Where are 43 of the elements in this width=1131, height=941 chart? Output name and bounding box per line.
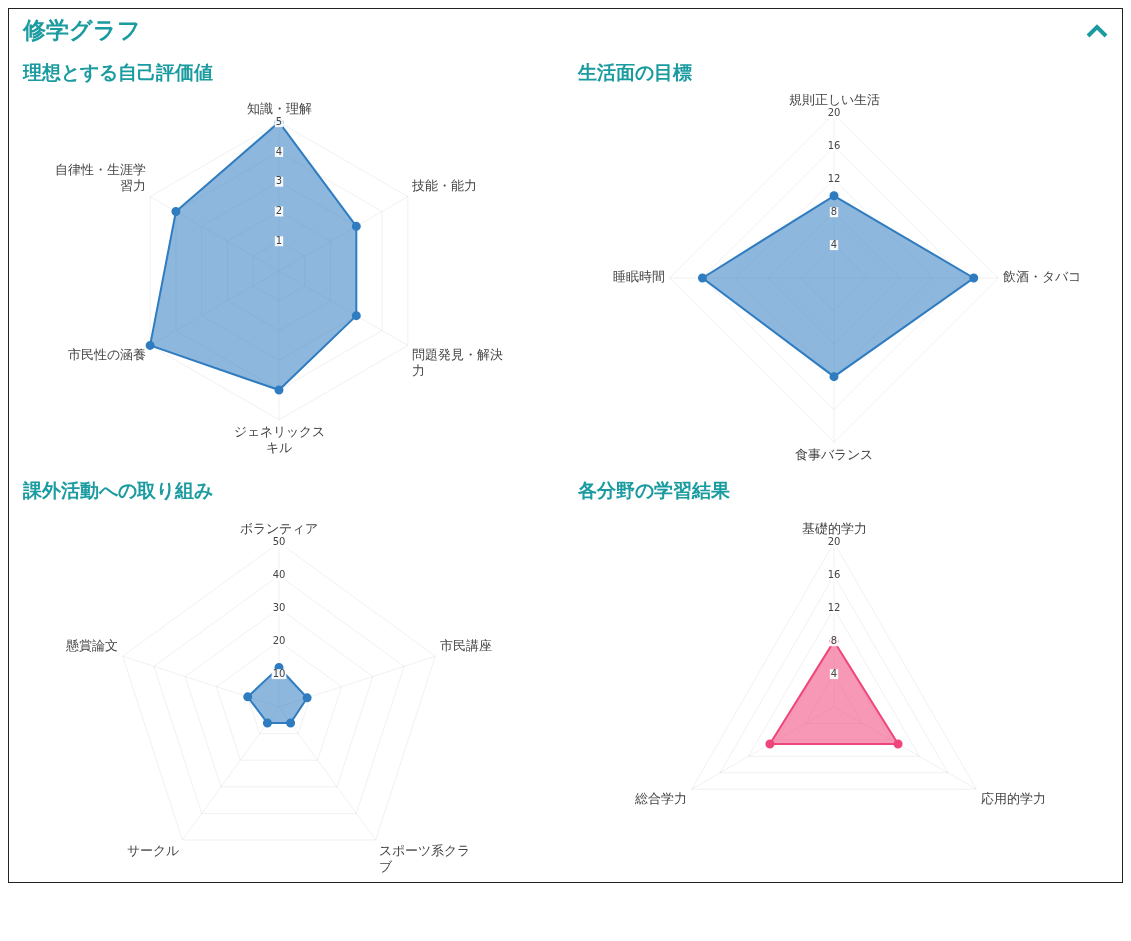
spoke-label: 規則正しい生活 xyxy=(788,92,880,108)
chart-title: 生活面の目標 xyxy=(578,60,693,85)
y-tick-label: 12 xyxy=(827,172,841,184)
spoke-label: 食事バランス xyxy=(795,446,873,462)
spoke-label: 自律性・生涯学習力 xyxy=(54,162,146,193)
chart-title: 各分野の学習結果 xyxy=(578,478,731,503)
text: 修学グラフ xyxy=(23,16,141,45)
spoke-label: スポーツ系クラブ xyxy=(378,843,470,874)
spoke-label: 応用的学力 xyxy=(980,790,1046,806)
spoke-label: 問題発見・解決力 xyxy=(412,347,504,378)
y-tick-label: 2 xyxy=(275,205,283,217)
y-tick-label: 8 xyxy=(830,205,838,217)
spoke-label: ジェネリックスキル xyxy=(233,423,325,455)
y-tick-label: 20 xyxy=(827,536,841,548)
y-tick-label: 4 xyxy=(830,667,838,679)
y-tick-label: 50 xyxy=(272,536,286,548)
spoke-label: 基礎的学力 xyxy=(801,521,867,537)
spoke-label: 睡眠時間 xyxy=(612,269,665,285)
chart-title: 理想とする自己評価値 xyxy=(23,60,214,85)
y-tick-label: 20 xyxy=(272,634,286,646)
y-tick-label: 1 xyxy=(275,234,283,246)
y-tick-label: 12 xyxy=(827,601,841,613)
spoke-label: 技能・能力 xyxy=(411,177,478,193)
chart-title: 課外活動への取り組み xyxy=(23,478,214,503)
spoke-label: サークル xyxy=(127,843,180,859)
y-tick-label: 20 xyxy=(827,107,841,119)
y-tick-label: 8 xyxy=(830,634,838,646)
y-tick-label: 4 xyxy=(275,145,283,157)
y-tick-label: 30 xyxy=(272,601,286,613)
y-tick-label: 4 xyxy=(830,238,838,250)
y-tick-label: 3 xyxy=(275,175,283,187)
spoke-label: 市民性の涵養 xyxy=(67,347,146,363)
y-tick-label: 10 xyxy=(272,667,286,679)
y-tick-label: 5 xyxy=(275,115,283,127)
y-tick-label: 16 xyxy=(827,140,841,152)
y-tick-label: 40 xyxy=(272,569,286,581)
spoke-label: 総合学力 xyxy=(634,790,688,806)
spoke-label: 飲酒・タバコ xyxy=(1003,269,1082,285)
spoke-label: ボランティア xyxy=(240,521,318,537)
spoke-label: 懸賞論文 xyxy=(64,638,118,654)
y-tick-label: 16 xyxy=(827,569,841,581)
spoke-label: 市民講座 xyxy=(440,638,493,654)
spoke-label: 知識・理解 xyxy=(246,100,312,116)
